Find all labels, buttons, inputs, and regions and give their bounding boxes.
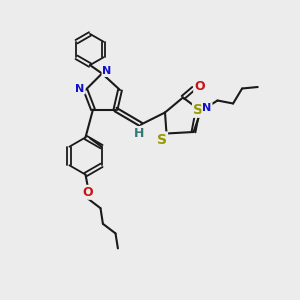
Text: N: N xyxy=(202,103,211,113)
Text: H: H xyxy=(134,127,145,140)
Text: S: S xyxy=(193,103,203,117)
Text: S: S xyxy=(157,133,167,146)
Text: O: O xyxy=(82,186,93,199)
Text: O: O xyxy=(194,80,205,94)
Text: N: N xyxy=(76,83,85,94)
Text: N: N xyxy=(103,66,112,76)
